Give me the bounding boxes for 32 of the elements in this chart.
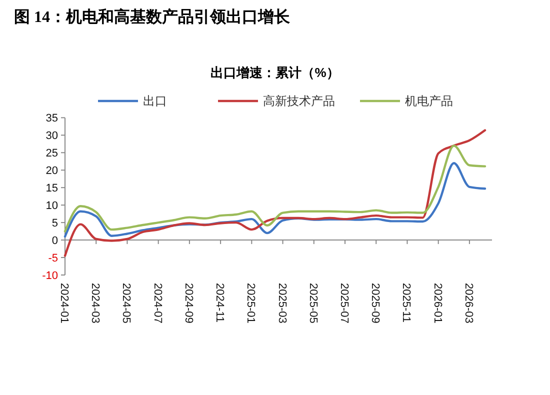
y-tick-label: 15 (46, 182, 58, 195)
x-tick-label: 2026-01 (431, 283, 444, 324)
line-series (64, 162, 486, 238)
line-series (64, 144, 486, 232)
x-tick-label: 2024-09 (182, 283, 194, 324)
chart-title: 图 14：机电和高基数产品引领出口增长 (14, 7, 291, 26)
x-tick-label: 2024-05 (120, 283, 132, 324)
legend-label: 出口 (143, 94, 167, 108)
y-tick-label: 20 (46, 165, 58, 178)
y-tick-label: 0 (52, 235, 58, 248)
legend-label: 机电产品 (405, 94, 453, 108)
x-tick-label: 2025-05 (306, 283, 319, 324)
y-tick-label: -10 (42, 270, 58, 282)
x-tick-label: 2025-11 (400, 283, 412, 323)
x-tick-label: 2024-11 (214, 283, 226, 323)
x-tick-label: 2025-09 (369, 283, 382, 324)
y-tick-label: 25 (46, 148, 58, 160)
x-tick-label: 2025-07 (338, 283, 350, 324)
x-tick-label: 2024-07 (151, 283, 164, 324)
chart-subtitle: 出口增速：累计（%） (210, 65, 340, 80)
x-tick-label: 2025-03 (276, 283, 288, 324)
y-tick-label: -5 (48, 252, 58, 265)
x-tick-label: 2024-01 (58, 283, 70, 324)
y-tick-label: 10 (46, 200, 58, 212)
x-tick-label: 2024-03 (89, 283, 102, 324)
legend-label: 高新技术产品 (263, 94, 335, 108)
y-tick-label: 30 (46, 130, 58, 142)
line-series (64, 129, 486, 257)
x-tick-label: 2026-03 (462, 283, 474, 324)
x-tick-label: 2025-01 (244, 283, 257, 324)
y-tick-label: 5 (52, 218, 58, 230)
y-tick-label: 35 (46, 112, 58, 125)
